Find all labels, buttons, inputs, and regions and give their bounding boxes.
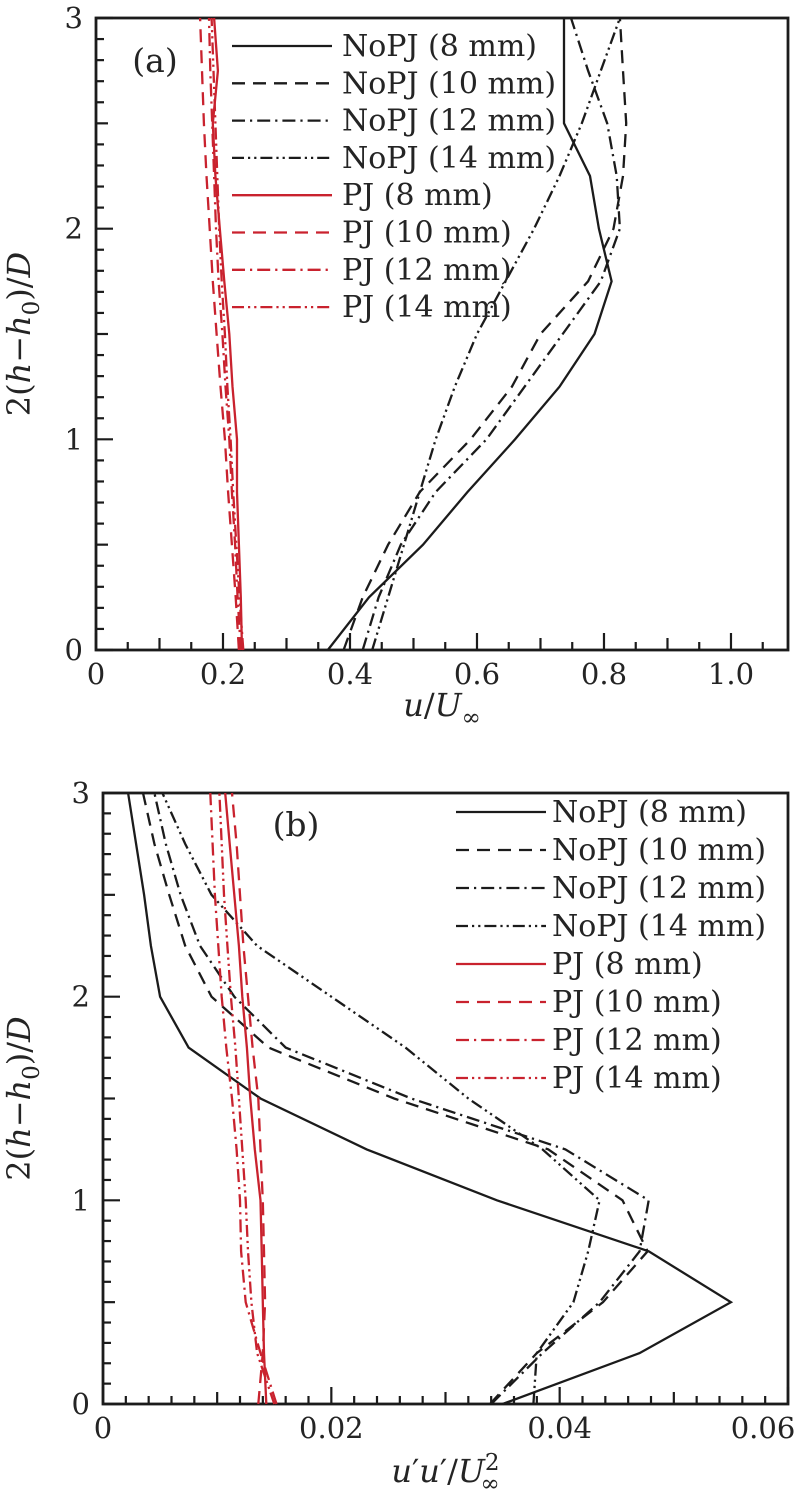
series-line-2 [141, 792, 649, 1405]
x-axis-label: u/U∞ [403, 686, 481, 731]
legend-label-8: PJ (14 mm) [552, 1061, 722, 1096]
series-line-7 [209, 792, 278, 1405]
x-tick-label: 0.04 [527, 1411, 592, 1445]
legend-label-7: PJ (12 mm) [552, 1023, 722, 1058]
series-line-4 [161, 792, 601, 1405]
series-line-6 [230, 792, 267, 1405]
panel-a-chart: 0 0.2 0.4 0.6 0.8 1.0 0 1 2 3 NoPJ (8 mm)NoPJ (10 … [0, 1, 790, 731]
y-tick-label: 0 [72, 1387, 90, 1421]
series-line-8 [210, 17, 245, 651]
x-tick-label: 0 [87, 657, 105, 691]
x-tick-label: 1.0 [708, 657, 754, 691]
panel-label: (a) [132, 41, 177, 80]
legend-label-2: NoPJ (10 mm) [342, 66, 556, 101]
y-axis-label: 2(h−h0)/D [0, 252, 45, 416]
legend-label-8: PJ (14 mm) [342, 290, 512, 325]
panel-b-chart: 0 0.02 0.04 0.06 0 1 2 3 NoPJ (8 mm)NoPJ (10 mm)… [0, 776, 796, 1496]
x-axis-label: u′u′/U2 ∞ [391, 1450, 499, 1496]
panel-label: (b) [273, 805, 320, 844]
series-line-8 [218, 792, 276, 1405]
series-line-5 [224, 792, 268, 1405]
series-line-6 [198, 17, 241, 651]
y-tick-label: 1 [65, 422, 83, 456]
series-line-4 [371, 17, 621, 651]
legend-label-7: PJ (12 mm) [342, 253, 512, 288]
y-axis-label: 2(h−h0)/D [0, 1016, 45, 1180]
series-line-7 [207, 17, 242, 651]
legend-label-6: PJ (10 mm) [552, 985, 722, 1020]
legend-label-1: NoPJ (8 mm) [552, 795, 747, 830]
y-tick-label: 1 [72, 1183, 90, 1217]
legend-label-2: NoPJ (10 mm) [552, 833, 766, 868]
y-tick-label: 3 [72, 776, 90, 810]
x-tick-label: 0.6 [454, 657, 500, 691]
series-line-1 [126, 792, 734, 1406]
legend-label-3: NoPJ (12 mm) [552, 871, 766, 906]
y-tick-label: 3 [65, 1, 83, 35]
legend-label-1: NoPJ (8 mm) [342, 29, 537, 64]
y-tick-label: 2 [72, 980, 90, 1014]
legend-label-4: NoPJ (14 mm) [342, 141, 556, 176]
series-line-2 [342, 17, 628, 651]
y-tick-label: 0 [65, 633, 83, 667]
x-tick-label: 0.02 [299, 1411, 364, 1445]
y-tick-label: 2 [65, 212, 83, 246]
legend-label-5: PJ (8 mm) [342, 178, 493, 213]
x-tick-label: 0 [94, 1411, 112, 1445]
x-tick-label: 0.2 [200, 657, 246, 691]
legend-label-6: PJ (10 mm) [342, 216, 512, 251]
legend-label-5: PJ (8 mm) [552, 947, 703, 982]
x-tick-label: 0.06 [731, 1411, 796, 1445]
legend-label-4: NoPJ (14 mm) [552, 909, 766, 944]
x-tick-label: 0.4 [327, 657, 373, 691]
series-line-3 [361, 17, 622, 651]
x-tick-label: 0.8 [581, 657, 627, 691]
series-line-5 [211, 17, 244, 651]
series-line-1 [326, 18, 613, 651]
legend-label-3: NoPJ (12 mm) [342, 104, 556, 139]
